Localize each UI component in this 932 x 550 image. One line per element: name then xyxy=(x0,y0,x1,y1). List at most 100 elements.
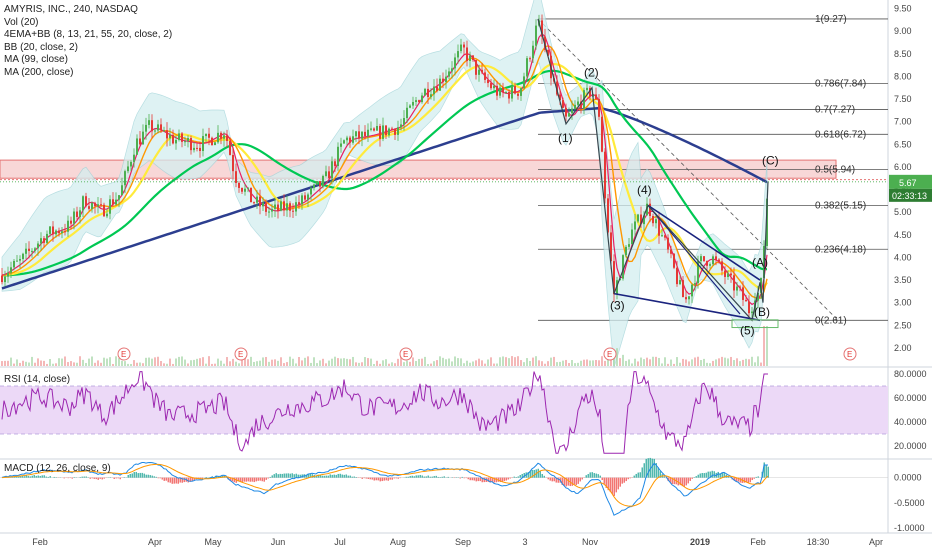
time-tick-label[interactable]: Feb xyxy=(32,537,48,547)
volume-bar xyxy=(286,362,288,366)
time-tick-label[interactable]: Sep xyxy=(455,537,471,547)
time-tick-label[interactable]: Aug xyxy=(390,537,406,547)
wave-b-box xyxy=(731,319,779,329)
time-tick-label[interactable]: Feb xyxy=(750,537,766,547)
volume-bar xyxy=(340,358,342,366)
candle-body xyxy=(223,135,225,139)
macd-histogram-bar xyxy=(285,473,287,478)
candle-body xyxy=(463,44,465,48)
candle-body xyxy=(121,185,123,196)
macd-histogram-bar xyxy=(673,477,675,485)
candle-body xyxy=(712,256,714,265)
time-tick-label[interactable]: 2019 xyxy=(690,537,710,547)
volume-bar xyxy=(577,362,579,366)
candle-body xyxy=(289,203,291,211)
volume-bar xyxy=(547,361,549,366)
macd-histogram-bar xyxy=(339,473,341,478)
macd-histogram-bar xyxy=(447,476,449,478)
macd-histogram-bar xyxy=(299,474,301,478)
macd-histogram-bar xyxy=(421,475,423,478)
volume-bar xyxy=(382,360,384,366)
volume-bar xyxy=(499,357,501,366)
macd-histogram-bar xyxy=(529,471,531,478)
time-tick-label[interactable]: May xyxy=(204,537,222,547)
volume-bar xyxy=(25,361,27,366)
candle-body xyxy=(568,113,570,117)
time-tick-label[interactable]: 18:30 xyxy=(807,537,830,547)
macd-legend[interactable]: MACD (12, 26, close, 9) xyxy=(4,463,111,474)
volume-bar xyxy=(214,363,216,366)
macd-histogram-bar xyxy=(413,476,415,478)
macd-histogram-bar xyxy=(649,457,651,478)
candle-body xyxy=(400,124,402,128)
macd-histogram-bar xyxy=(333,474,335,478)
volume-bar xyxy=(640,357,642,366)
candle-body xyxy=(175,139,177,144)
volume-bar xyxy=(721,356,723,366)
time-tick-label[interactable]: 3 xyxy=(522,537,527,547)
candle-body xyxy=(718,259,720,262)
macd-histogram-bar xyxy=(419,475,421,478)
candle-body xyxy=(727,273,729,277)
volume-bar xyxy=(526,358,528,366)
time-tick-label[interactable]: Apr xyxy=(869,537,883,547)
volume-bar xyxy=(211,363,213,366)
time-tick-label[interactable]: Apr xyxy=(148,537,162,547)
volume-bar xyxy=(490,357,492,366)
candle-body xyxy=(454,57,456,69)
volume-bar xyxy=(325,363,327,366)
volume-bar xyxy=(145,357,147,366)
volume-bar xyxy=(82,359,84,366)
legend-ma99[interactable]: MA (99, close) xyxy=(4,54,68,65)
fib-level-label: 0.786(7.84) xyxy=(815,79,866,90)
candle-body xyxy=(499,87,501,96)
macd-histogram-bar xyxy=(341,474,343,478)
volume-bar xyxy=(541,361,543,366)
candle-body xyxy=(313,184,315,189)
macd-histogram-bar xyxy=(521,473,523,478)
legend-bb[interactable]: BB (20, close, 2) xyxy=(4,41,78,53)
macd-histogram-bar xyxy=(709,471,711,478)
volume-bar xyxy=(37,358,39,366)
volume-bar xyxy=(337,358,339,366)
candle-body xyxy=(91,202,93,209)
candle-body xyxy=(361,131,363,139)
fib-level-label: 0.618(6.72) xyxy=(815,129,866,140)
volume-bar xyxy=(22,360,24,366)
volume-bar xyxy=(703,358,705,366)
legend-ema-bb[interactable]: 4EMA+BB (8, 13, 21, 55, 20, close, 2) xyxy=(4,29,173,40)
time-tick-label[interactable]: Jun xyxy=(271,537,286,547)
macd-histogram-bar xyxy=(101,477,103,480)
volume-bar xyxy=(712,360,714,366)
volume-bar xyxy=(424,356,426,366)
candle-body xyxy=(508,92,510,99)
macd-histogram-bar xyxy=(281,473,283,478)
fib-trend-line xyxy=(537,18,839,321)
candle-body xyxy=(277,204,279,211)
time-tick-label[interactable]: Nov xyxy=(582,537,599,547)
candle-body xyxy=(25,248,27,254)
time-tick-label[interactable]: Jul xyxy=(334,537,346,547)
time-axis: Feb Apr May Jun Jul Aug Sep 3 Nov 2019 Feb 18:30 Apr xyxy=(32,537,883,547)
candle-body xyxy=(721,261,723,271)
legend-title[interactable]: AMYRIS, INC., 240, NASDAQ xyxy=(4,4,138,15)
volume-bar xyxy=(217,358,219,366)
volume-bar xyxy=(448,358,450,366)
legend-volume[interactable]: Vol (20) xyxy=(4,16,39,28)
candle-body xyxy=(1,275,3,283)
candle-body xyxy=(691,284,693,297)
candle-body xyxy=(46,233,48,243)
rsi-legend[interactable]: RSI (14, close) xyxy=(4,374,71,385)
volume-bar xyxy=(46,363,48,366)
candle-body xyxy=(562,100,564,108)
volume-bar xyxy=(562,360,564,366)
volume-bar xyxy=(316,363,318,366)
macd-histogram-bar xyxy=(347,475,349,478)
macd-histogram-bar xyxy=(689,477,691,481)
volume-bar xyxy=(331,358,333,366)
macd-histogram-bar xyxy=(229,477,231,481)
volume-bar xyxy=(616,348,618,366)
candle-body xyxy=(682,280,684,298)
legend-ma200[interactable]: MA (200, close) xyxy=(4,66,74,78)
